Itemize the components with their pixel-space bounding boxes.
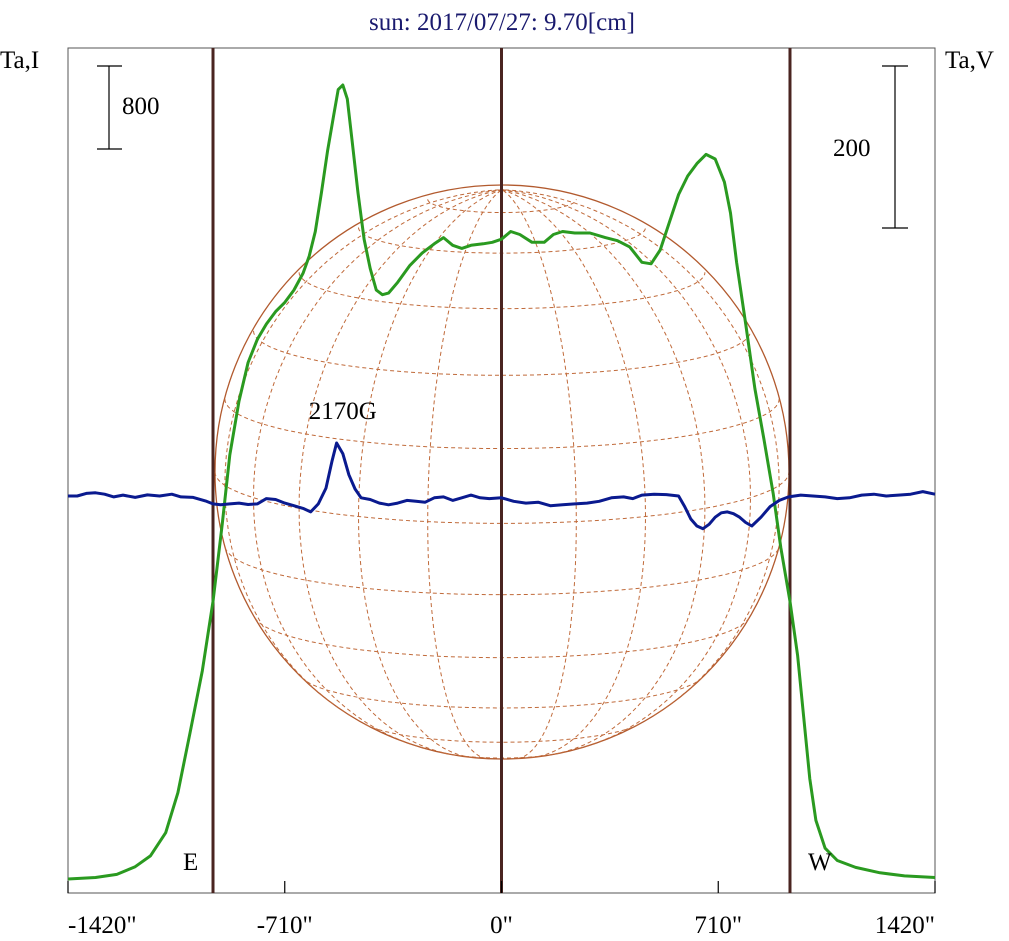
- meridian-line: [298, 189, 503, 755]
- scale-bar-left: [97, 65, 122, 150]
- meridian-line: [427, 189, 503, 759]
- scale-bar-right: [882, 65, 908, 229]
- x-tick-label: 710": [694, 912, 742, 939]
- meridian-line: [501, 189, 752, 749]
- east-limb-label: E: [183, 849, 198, 876]
- parallel-line: [214, 471, 790, 524]
- west-limb-label: W: [808, 849, 832, 876]
- series-polarization-line: [68, 441, 936, 531]
- scale-bar-right-label: 200: [833, 135, 871, 162]
- x-tick-label: 0": [490, 912, 513, 939]
- meridian-line: [501, 189, 577, 759]
- meridian-line: [224, 189, 503, 717]
- x-tick-label: -710": [257, 912, 313, 939]
- limb-markers: [211, 48, 792, 893]
- meridian-line: [501, 189, 706, 755]
- x-axis: -1420" -710" 0" 710" 1420": [67, 881, 936, 939]
- x-tick-label: 1420": [875, 912, 935, 939]
- series-layer: [67, 83, 936, 881]
- x-tick-label: -1420": [68, 912, 137, 939]
- left-axis-label: Ta,I: [0, 47, 39, 74]
- meridian-line: [357, 189, 503, 758]
- parallel-line: [224, 547, 780, 596]
- chart-title: sun: 2017/07/27: 9.70[cm]: [369, 9, 635, 36]
- meridian-line: [252, 189, 503, 749]
- source-annotation: 2170G: [309, 398, 377, 425]
- series-intensity-line: [67, 83, 936, 881]
- meridian-line: [501, 189, 647, 758]
- scale-bar-left-label: 800: [122, 93, 160, 120]
- right-axis-label: Ta,V: [945, 47, 994, 74]
- parallel-line: [365, 724, 639, 743]
